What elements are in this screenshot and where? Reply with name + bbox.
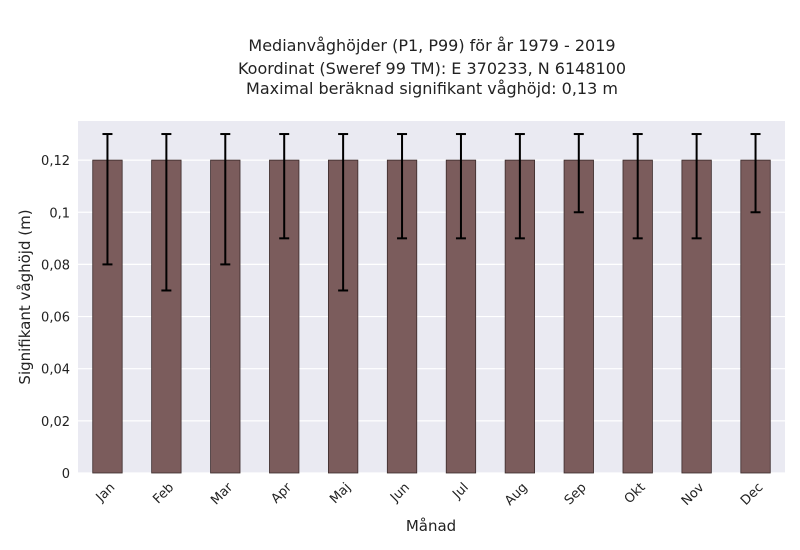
y-tick-label: 0 [62, 467, 70, 482]
chart-title-line-3: Maximal beräknad signifikant våghöjd: 0,… [246, 79, 618, 98]
y-tick-labels: 0 0,02 0,04 0,06 0,08 0,1 0,12 [41, 154, 70, 482]
chart-title-line-1: Medianvåghöjder (P1, P99) för år 1979 - … [248, 36, 615, 55]
bar [504, 159, 536, 474]
y-tick-label: 0,12 [41, 154, 70, 169]
y-tick-label: 0,02 [41, 415, 70, 430]
x-tick-label: Sep [562, 480, 590, 508]
plot-area [78, 121, 785, 473]
x-tick-label: Aug [502, 480, 531, 509]
x-tick-label: Dec [738, 480, 766, 508]
chart-title-line-2: Koordinat (Sweref 99 TM): E 370233, N 61… [238, 59, 626, 78]
error-bars [102, 133, 761, 292]
x-tick-label: Maj [327, 480, 354, 507]
x-tick-label: Feb [150, 480, 177, 507]
x-tick-label: Apr [269, 480, 296, 507]
y-axis-label: Signifikant våghöjd (m) [16, 209, 34, 384]
y-tick-label: 0,1 [49, 206, 70, 221]
y-tick-label: 0,08 [41, 258, 70, 273]
grid-lines [78, 159, 785, 474]
x-tick-label: Jan [93, 480, 118, 505]
x-tick-labels: Jan Feb Mar Apr Maj Jun Jul Aug Sep Okt Nov Dec [93, 480, 767, 509]
y-tick-label: 0,04 [41, 363, 70, 378]
x-axis-label: Månad [406, 517, 456, 535]
x-tick-label: Jun [387, 480, 413, 506]
bar [445, 159, 477, 474]
x-tick-label: Jul [449, 480, 471, 502]
x-tick-label: Nov [679, 480, 708, 509]
x-tick-label: Mar [208, 480, 236, 508]
x-tick-label: Okt [622, 480, 649, 507]
y-tick-label: 0,06 [41, 311, 70, 326]
